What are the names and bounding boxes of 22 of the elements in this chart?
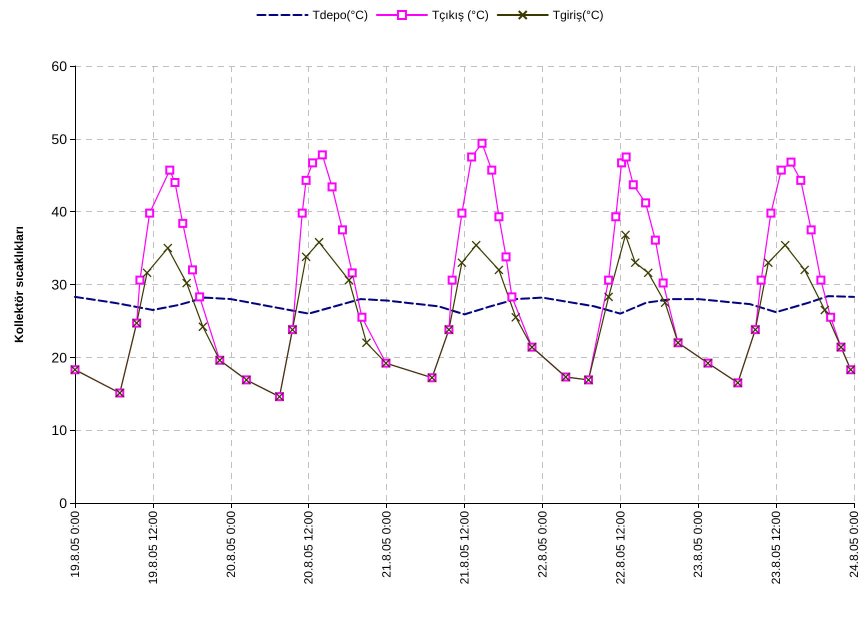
y-tick-label: 10 — [51, 422, 68, 438]
x-tick-label: 19.8.05 12:00 — [146, 510, 160, 584]
y-tick-label: 40 — [51, 204, 68, 220]
y-tick-label: 60 — [51, 58, 68, 74]
y-axis-title: Kollektör sıcaklıkları — [12, 226, 26, 343]
x-tick-label: 24.8.05 0:00 — [847, 510, 860, 578]
legend-label: Tçıkış (°C) — [432, 8, 489, 22]
x-tick-label: 21.8.05 12:00 — [458, 510, 472, 584]
y-tick-label: 20 — [51, 349, 68, 366]
legend-label: Tgiriş(°C) — [552, 8, 604, 22]
y-tick-label: 30 — [51, 276, 68, 292]
x-tick-label: 20.8.05 0:00 — [224, 510, 238, 578]
legend-label: Tdepo(°C) — [312, 8, 368, 22]
x-tick-label: 23.8.05 0:00 — [691, 510, 706, 578]
x-tick-label: 19.8.05 0:00 — [68, 510, 82, 578]
y-tick-label: 0 — [59, 495, 68, 511]
x-tick-label: 20.8.05 12:00 — [302, 510, 316, 584]
x-tick-label: 21.8.05 0:00 — [380, 510, 394, 578]
x-tick-label: 23.8.05 12:00 — [769, 510, 784, 584]
x-tick-label: 22.8.05 0:00 — [535, 510, 550, 578]
y-tick-label: 50 — [51, 130, 68, 147]
x-tick-label: 22.8.05 12:00 — [613, 510, 628, 584]
